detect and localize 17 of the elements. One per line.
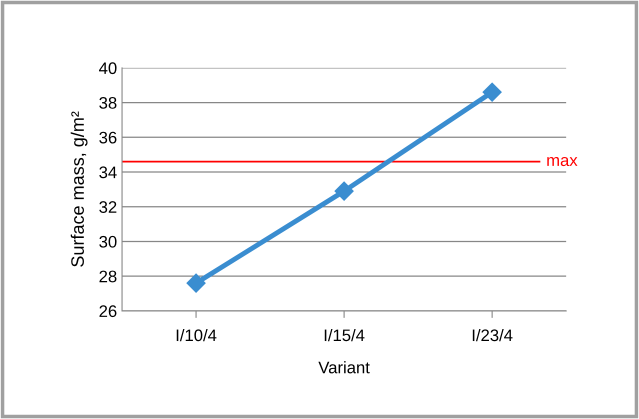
y-tick-label: 36 xyxy=(99,132,116,144)
point xyxy=(186,274,206,293)
y-tick-label: 32 xyxy=(99,201,116,213)
x-axis-title: Variant xyxy=(318,361,370,374)
y-tick-label: 34 xyxy=(99,166,117,178)
x-tick-label: I/10/4 xyxy=(176,328,216,342)
y-tick-label: 26 xyxy=(99,305,116,318)
x-tick-label: I/15/4 xyxy=(324,328,364,342)
y-tick-label: 30 xyxy=(99,236,117,248)
point xyxy=(334,182,354,201)
ref-line-label: max xyxy=(547,156,578,166)
y-axis-title: Surface mass, g/m² xyxy=(70,111,88,267)
y-tick-label: 38 xyxy=(99,96,116,109)
y-tick-label: 40 xyxy=(99,62,117,74)
x-tick-label: I/23/4 xyxy=(472,328,512,342)
y-tick-label: 28 xyxy=(99,270,116,282)
point xyxy=(482,82,502,102)
